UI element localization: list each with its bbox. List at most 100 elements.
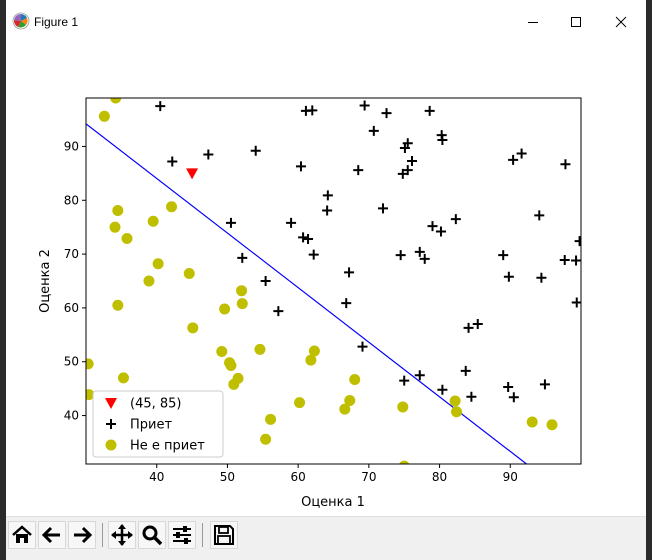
y-axis-label: Оценка 2: [38, 249, 53, 313]
admitted-point: [155, 101, 166, 112]
admitted-point: [560, 159, 571, 170]
rejected-point: [187, 322, 199, 334]
rejected-point: [308, 345, 320, 357]
admitted-point: [574, 236, 581, 247]
pan-icon: [111, 524, 133, 546]
y-tick-label: 80: [64, 193, 79, 207]
rejected-point: [98, 110, 110, 122]
admitted-point: [295, 161, 306, 172]
rejected-point: [399, 460, 410, 464]
admitted-point: [503, 382, 514, 393]
legend-marker: [106, 419, 116, 429]
admitted-point: [414, 246, 425, 257]
admitted-point: [498, 250, 509, 261]
legend-entry: Не е приет: [130, 439, 205, 454]
back-button[interactable]: [38, 521, 66, 549]
admitted-point: [273, 306, 284, 317]
legend-marker: [105, 439, 117, 451]
admitted-point: [437, 134, 448, 145]
admitted-point: [402, 138, 413, 149]
admitted-point: [516, 148, 527, 159]
admitted-point: [286, 217, 297, 228]
admitted-point: [503, 271, 514, 282]
home-button[interactable]: [8, 521, 36, 549]
toolbar-separator: [102, 523, 103, 547]
rejected-point: [147, 215, 159, 227]
configure-icon: [173, 526, 191, 544]
admitted-point: [378, 203, 388, 214]
x-tick-label: 80: [432, 470, 447, 484]
admitted-point: [424, 105, 435, 116]
rejected-point: [166, 201, 178, 213]
rejected-point: [260, 433, 272, 445]
forward-icon: [74, 526, 93, 544]
pan-button[interactable]: [108, 521, 136, 549]
admitted-point: [559, 255, 570, 266]
save-icon: [214, 525, 234, 545]
admitted-point: [571, 297, 581, 308]
admitted-point: [167, 156, 178, 167]
admitted-point: [357, 341, 368, 352]
rejected-point: [219, 303, 231, 315]
figure-canvas[interactable]: 40 50 60 70 80 90 40 50 60 70 80 90 Оценка 1 Оценка…: [6, 44, 646, 516]
forward-button[interactable]: [68, 521, 96, 549]
rejected-point: [112, 299, 124, 311]
rejected-point: [225, 360, 237, 372]
toolbar-separator: [202, 523, 203, 547]
admitted-point: [225, 217, 236, 228]
rejected-point: [183, 267, 195, 279]
title-bar[interactable]: Figure 1: [6, 0, 646, 44]
x-tick-label: 90: [503, 470, 518, 484]
close-button[interactable]: [598, 6, 644, 38]
admitted-point: [402, 165, 413, 176]
rejected-point: [117, 372, 129, 384]
admitted-point: [427, 221, 438, 232]
admitted-point: [472, 319, 483, 330]
admitted-point: [322, 205, 333, 216]
admitted-point: [353, 165, 364, 176]
admitted-point: [463, 322, 474, 333]
admitted-point: [571, 255, 581, 266]
query-point: [186, 168, 199, 180]
admitted-point: [322, 190, 333, 201]
admitted-point: [237, 252, 248, 263]
configure-subplots-button[interactable]: [168, 521, 196, 549]
y-tick-label: 50: [64, 355, 79, 369]
admitted-point: [303, 234, 314, 245]
y-tick-label: 60: [64, 301, 79, 315]
scatter-chart[interactable]: 40 50 60 70 80 90 40 50 60 70 80 90 Оценка 1 Оценка…: [6, 44, 646, 516]
rejected-point: [143, 275, 155, 287]
close-icon: [615, 16, 627, 28]
admitted-point: [395, 250, 406, 261]
back-icon: [41, 526, 60, 544]
rejected-point: [216, 346, 228, 358]
rejected-point: [397, 401, 409, 413]
decision-boundary-line: [86, 123, 527, 464]
admitted-point: [508, 392, 519, 403]
rejected-point: [121, 232, 133, 244]
legend-box: [92, 390, 224, 458]
zoom-button[interactable]: [138, 521, 166, 549]
home-icon: [12, 525, 32, 543]
admitted-point: [203, 149, 214, 160]
rejected-point: [232, 372, 244, 384]
maximize-button[interactable]: [553, 6, 599, 38]
admitted-point: [419, 253, 430, 264]
window-bottom-edge: [6, 554, 646, 560]
minimize-button[interactable]: [510, 6, 556, 38]
x-tick-label: 60: [291, 470, 306, 484]
save-button[interactable]: [210, 521, 238, 549]
admitted-point: [298, 232, 309, 243]
legend-marker: [105, 398, 117, 409]
x-axis-label: Оценка 1: [301, 495, 365, 510]
admitted-point: [508, 154, 519, 165]
window-title: Figure 1: [34, 15, 79, 29]
admitted-point: [359, 100, 370, 111]
admitted-point: [381, 108, 392, 119]
x-tick-label: 50: [220, 470, 235, 484]
admitted-point: [536, 272, 547, 283]
rejected-point: [109, 221, 121, 233]
admitted-point: [344, 267, 355, 278]
rejected-point: [305, 354, 317, 366]
matplotlib-logo-icon: [12, 12, 30, 30]
